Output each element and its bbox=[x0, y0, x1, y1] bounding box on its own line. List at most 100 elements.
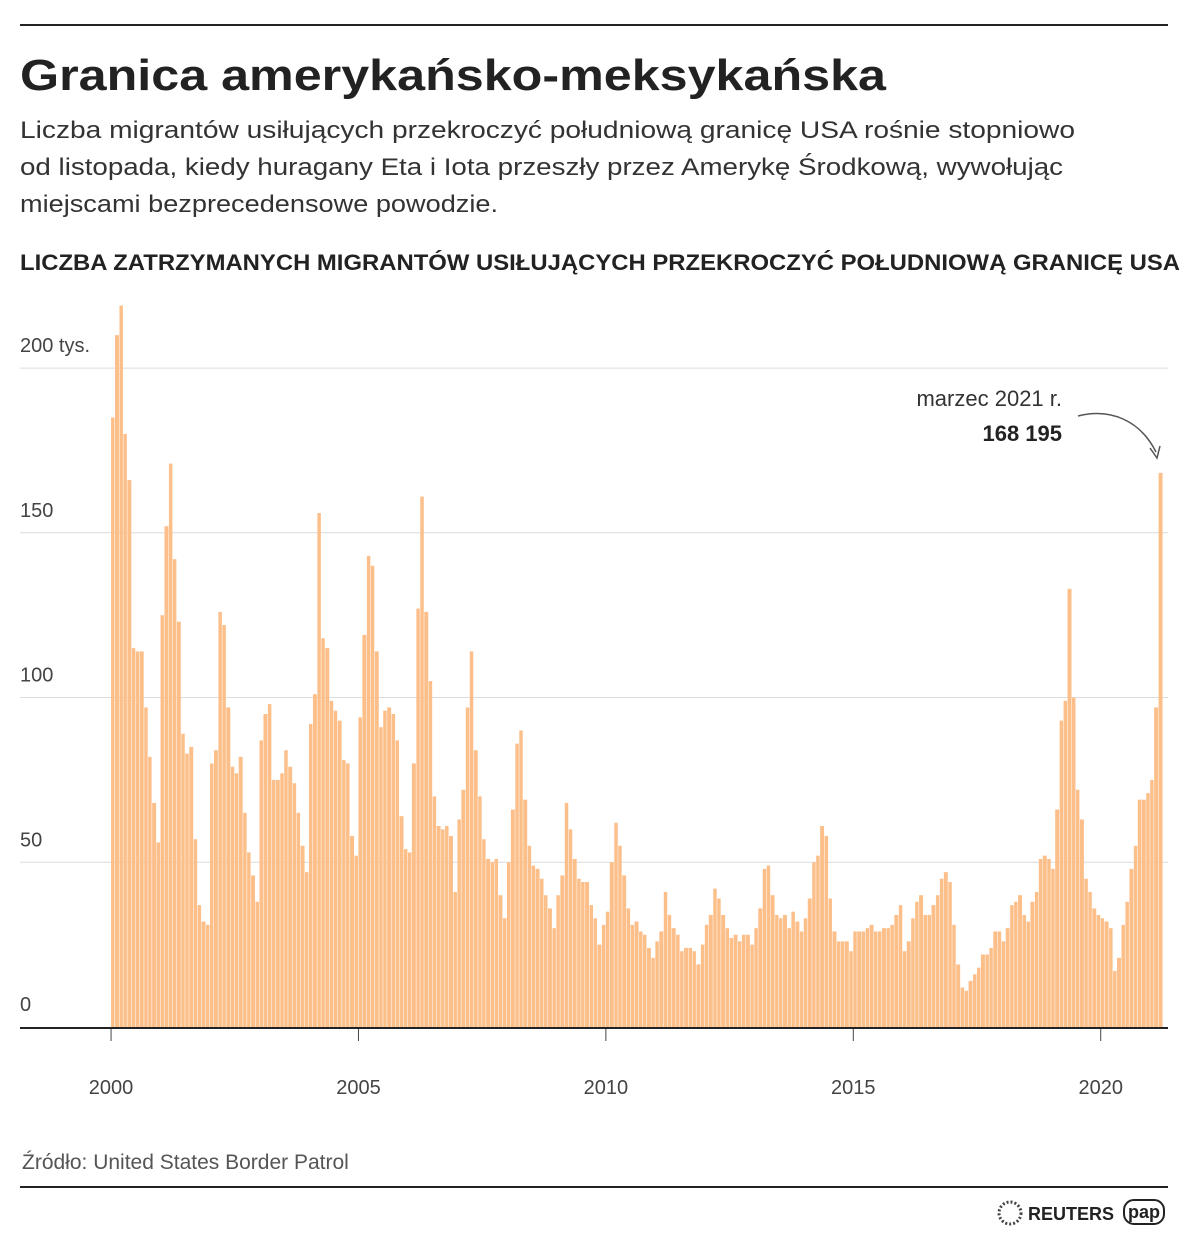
bar bbox=[973, 974, 977, 1027]
bar bbox=[741, 934, 746, 1027]
bar bbox=[172, 559, 177, 1027]
bar bbox=[646, 947, 651, 1027]
bar bbox=[461, 789, 466, 1027]
bar bbox=[577, 878, 581, 1027]
bar bbox=[1026, 921, 1030, 1027]
bar bbox=[317, 513, 321, 1027]
bar bbox=[1121, 924, 1125, 1027]
bar bbox=[197, 905, 202, 1027]
bar bbox=[824, 835, 829, 1027]
bar bbox=[296, 812, 301, 1027]
bar bbox=[213, 750, 218, 1027]
x-tick-label: 2015 bbox=[831, 1077, 876, 1099]
y-tick-label: 0 bbox=[20, 994, 31, 1016]
bar bbox=[597, 944, 602, 1027]
bar bbox=[688, 947, 692, 1027]
bar bbox=[115, 335, 119, 1027]
bar bbox=[391, 714, 396, 1027]
bar bbox=[284, 750, 288, 1027]
bar bbox=[791, 911, 795, 1027]
logo: pap bbox=[1128, 1202, 1160, 1222]
y-tick-label: 150 bbox=[20, 500, 53, 522]
bar bbox=[510, 809, 515, 1027]
bar bbox=[795, 921, 800, 1027]
chart-title: LICZBA ZATRZYMANYCH MIGRANTÓW USIŁUJĄCYC… bbox=[20, 250, 1180, 275]
bar bbox=[267, 704, 272, 1027]
bar bbox=[1109, 928, 1113, 1027]
bar bbox=[865, 928, 870, 1027]
bar bbox=[614, 822, 618, 1027]
bar bbox=[251, 875, 256, 1027]
bar bbox=[1042, 855, 1047, 1027]
bar bbox=[540, 878, 544, 1027]
bar bbox=[581, 882, 585, 1027]
bar bbox=[1150, 779, 1154, 1027]
page-title: Granica amerykańsko-meksykańska bbox=[20, 51, 887, 100]
bar bbox=[1104, 921, 1109, 1027]
bar bbox=[634, 921, 639, 1027]
bar bbox=[585, 882, 590, 1027]
bar bbox=[622, 875, 627, 1027]
bar bbox=[370, 565, 375, 1027]
bar bbox=[836, 941, 841, 1027]
bar bbox=[816, 855, 820, 1027]
bar bbox=[589, 905, 594, 1027]
bar bbox=[985, 954, 989, 1027]
x-tick-label: 2010 bbox=[584, 1077, 629, 1099]
bar bbox=[556, 895, 560, 1027]
bar bbox=[708, 914, 713, 1027]
plot: 0 50 100 150 200 tys. 2000 2005 2010 2015 2020 bbox=[20, 305, 1168, 1099]
bar bbox=[807, 898, 812, 1027]
bar bbox=[931, 905, 936, 1027]
bar bbox=[181, 733, 185, 1027]
bar bbox=[152, 802, 157, 1027]
bar bbox=[1030, 901, 1035, 1027]
bar bbox=[395, 740, 400, 1027]
bar bbox=[935, 895, 940, 1027]
bar bbox=[593, 918, 597, 1027]
bar bbox=[247, 852, 251, 1027]
bar bbox=[729, 938, 734, 1027]
bar bbox=[861, 931, 866, 1027]
bar bbox=[1133, 845, 1138, 1027]
bar bbox=[663, 891, 668, 1027]
bar bbox=[457, 819, 461, 1027]
bar bbox=[626, 908, 631, 1027]
bar bbox=[176, 621, 181, 1027]
bar bbox=[943, 872, 948, 1027]
bar bbox=[787, 928, 791, 1027]
bar bbox=[618, 845, 622, 1027]
bar bbox=[766, 865, 771, 1027]
bar bbox=[812, 862, 816, 1027]
bar bbox=[111, 417, 115, 1027]
bar bbox=[1034, 891, 1039, 1027]
bar bbox=[1075, 789, 1080, 1027]
bar bbox=[346, 763, 350, 1027]
bar bbox=[737, 941, 742, 1027]
bar bbox=[906, 941, 911, 1027]
bar bbox=[750, 944, 754, 1027]
bar bbox=[515, 743, 519, 1027]
bar bbox=[123, 433, 127, 1027]
bar bbox=[676, 934, 680, 1027]
bar bbox=[271, 779, 276, 1027]
bar bbox=[911, 918, 915, 1027]
bar bbox=[968, 980, 973, 1027]
bar bbox=[1001, 941, 1006, 1027]
bar bbox=[840, 941, 845, 1027]
bar bbox=[523, 799, 528, 1027]
bar bbox=[960, 987, 965, 1027]
logo: REUTERS bbox=[1028, 1204, 1114, 1224]
bar bbox=[148, 756, 152, 1027]
bar bbox=[168, 463, 173, 1027]
bar bbox=[131, 648, 136, 1027]
bar bbox=[857, 931, 862, 1027]
bar bbox=[544, 895, 548, 1027]
bar bbox=[898, 905, 903, 1027]
bar bbox=[222, 625, 226, 1027]
bar bbox=[354, 855, 358, 1027]
bar bbox=[775, 914, 779, 1027]
bar bbox=[779, 918, 783, 1027]
bar bbox=[234, 773, 239, 1027]
bar bbox=[407, 852, 412, 1027]
